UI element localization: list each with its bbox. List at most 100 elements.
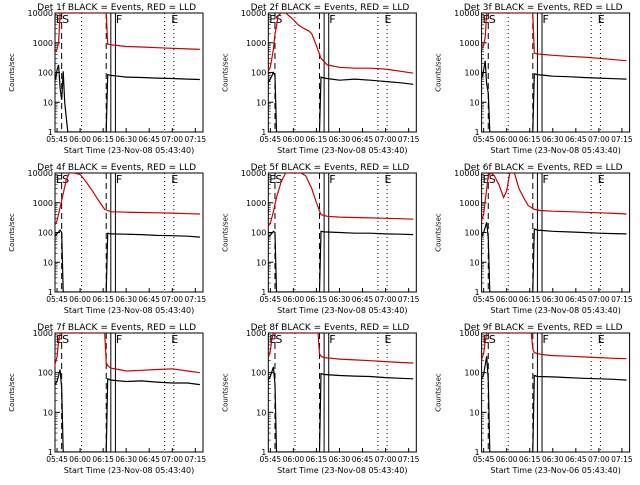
y-tick-label: 1000 <box>246 199 266 208</box>
plot-frame <box>481 172 631 293</box>
y-tick-label: 10000 <box>241 169 266 178</box>
x-tick-label: 06:15 <box>519 455 541 464</box>
event-marker-letter: S <box>275 333 282 346</box>
x-tick-label: 07:00 <box>161 135 183 144</box>
x-tick-label: 06:00 <box>69 455 91 464</box>
plot-frame <box>481 332 631 453</box>
panel-title: Det 6f BLACK = Events, RED = LLD <box>464 163 623 173</box>
event-marker-letter: E <box>385 13 392 26</box>
panel-1: Det 1f BLACK = Events, RED = LLD Counts/s… <box>8 3 206 155</box>
panel-4: Det 4f BLACK = Events, RED = LLD Counts/s… <box>8 163 206 315</box>
event-marker-letter: E <box>385 333 392 346</box>
plot-frame <box>267 12 417 133</box>
series-red <box>268 13 414 74</box>
x-tick-label: 07:15 <box>185 135 207 144</box>
series-red <box>55 13 200 53</box>
x-tick-label: 06:45 <box>352 455 374 464</box>
series-black <box>55 369 200 452</box>
y-tick-label: 10 <box>469 258 479 267</box>
panel-title: Det 3f BLACK = Events, RED = LLD <box>464 3 623 13</box>
panel-title: Det 2f BLACK = Events, RED = LLD <box>251 3 410 13</box>
series-black <box>268 71 414 132</box>
event-marker-letter: E <box>269 333 276 346</box>
x-axis-label: Start Time (23-Nov-08 05:43:40) <box>490 146 620 155</box>
y-tick-label: 100 <box>38 229 53 238</box>
x-tick-label: 05:45 <box>46 135 68 144</box>
x-tick-label: 06:00 <box>69 135 91 144</box>
y-axis-label: Counts/sec <box>8 213 16 252</box>
event-marker-letter: S <box>489 333 496 346</box>
x-tick-label: 07:15 <box>611 295 633 304</box>
series-black <box>268 366 414 452</box>
x-tick-label: 07:00 <box>588 455 610 464</box>
x-axis-label: Start Time (23-Nov-08 05:43:40) <box>277 146 407 155</box>
y-tick-label: 1 <box>261 448 266 457</box>
y-tick-label: 1 <box>48 448 53 457</box>
event-marker-letter: F <box>116 13 122 26</box>
event-marker-letter: E <box>171 173 178 186</box>
series-black <box>481 60 627 132</box>
panel-title: Det 1f BLACK = Events, RED = LLD <box>37 3 196 13</box>
y-tick-label: 100 <box>38 69 53 78</box>
y-tick-label: 1 <box>261 128 266 137</box>
y-tick-label: 10 <box>43 408 53 417</box>
x-tick-label: 07:00 <box>375 295 397 304</box>
x-tick-label: 06:45 <box>352 135 374 144</box>
y-tick-label: 10 <box>469 408 479 417</box>
y-tick-label: 1 <box>475 128 480 137</box>
x-tick-label: 06:45 <box>138 135 160 144</box>
plot-frame <box>267 332 417 453</box>
series-black <box>55 229 200 292</box>
x-tick-label: 05:45 <box>473 295 495 304</box>
x-tick-label: 06:30 <box>115 455 137 464</box>
y-tick-label: 1 <box>475 448 480 457</box>
event-marker-letter: F <box>329 13 335 26</box>
x-tick-label: 06:15 <box>306 455 328 464</box>
x-tick-label: 06:15 <box>306 295 328 304</box>
y-tick-label: 10000 <box>28 9 53 18</box>
x-tick-label: 06:30 <box>542 295 564 304</box>
x-tick-label: 06:00 <box>283 135 305 144</box>
plot-frame <box>54 172 204 293</box>
y-tick-label: 1000 <box>459 39 479 48</box>
y-tick-label: 10 <box>43 258 53 267</box>
event-marker-letter: F <box>542 333 548 346</box>
x-tick-label: 07:15 <box>185 455 207 464</box>
x-tick-label: 06:00 <box>283 455 305 464</box>
x-axis-label: Start Time (23-Nov-08 05:43:40) <box>490 306 620 315</box>
series-black <box>55 64 200 132</box>
y-tick-label: 1000 <box>459 199 479 208</box>
event-marker-letter: E <box>269 173 276 186</box>
series-red <box>268 333 414 364</box>
y-axis-label: Counts/sec <box>8 373 16 412</box>
x-tick-label: 07:15 <box>185 295 207 304</box>
y-tick-label: 1 <box>48 288 53 297</box>
panel-5: Det 5f BLACK = Events, RED = LLD Counts/s… <box>221 163 419 315</box>
x-tick-label: 06:45 <box>352 295 374 304</box>
y-axis-label: Counts/sec <box>435 53 443 92</box>
series-red <box>268 173 414 228</box>
event-marker-letter: F <box>542 173 548 186</box>
y-tick-label: 1000 <box>33 329 53 338</box>
y-tick-label: 10000 <box>454 9 479 18</box>
x-tick-label: 07:00 <box>588 135 610 144</box>
event-marker-letter: S <box>62 173 69 186</box>
x-tick-label: 06:00 <box>496 135 518 144</box>
x-tick-label: 06:30 <box>115 295 137 304</box>
x-tick-label: 07:00 <box>161 295 183 304</box>
event-marker-letter: F <box>329 333 335 346</box>
x-tick-label: 06:15 <box>519 295 541 304</box>
y-tick-label: 10000 <box>241 9 266 18</box>
y-tick-label: 10000 <box>454 169 479 178</box>
x-tick-label: 06:30 <box>329 295 351 304</box>
panel-7: Det 7f BLACK = Events, RED = LLD Counts/s… <box>8 323 206 475</box>
panel-title: Det 7f BLACK = Events, RED = LLD <box>37 323 196 333</box>
series-red <box>481 333 627 362</box>
event-marker-letter: E <box>598 173 605 186</box>
x-tick-label: 06:45 <box>138 295 160 304</box>
panel-6: Det 6f BLACK = Events, RED = LLD Counts/s… <box>435 163 633 315</box>
y-tick-label: 1000 <box>246 329 266 338</box>
y-tick-label: 1 <box>48 128 53 137</box>
x-tick-label: 06:00 <box>69 295 91 304</box>
plot-frame <box>54 332 204 453</box>
